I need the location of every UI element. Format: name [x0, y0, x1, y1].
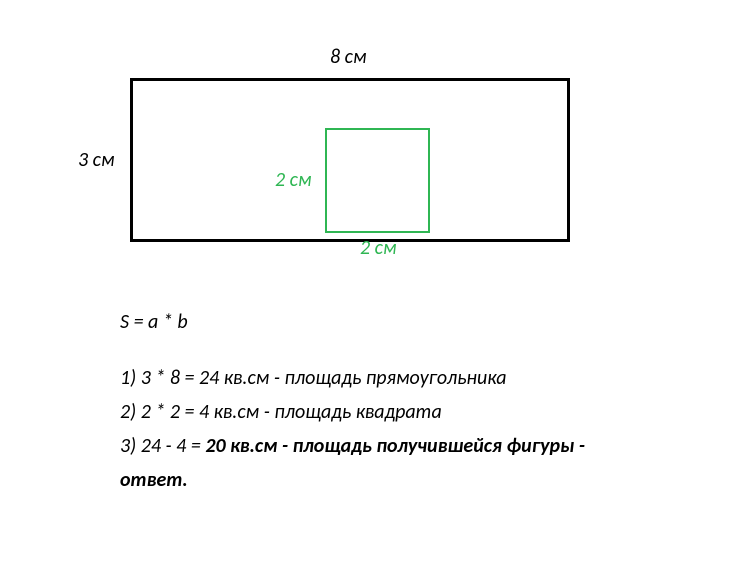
step-3-result: 20 кв.см - площадь получившейся фигуры -: [205, 434, 585, 458]
step-1-num: 1): [120, 366, 136, 390]
step-3-calc: 24 - 4 =: [141, 434, 206, 458]
inner-bottom-dimension: 2 см: [360, 236, 397, 260]
area-formula: S = a * b: [120, 308, 585, 336]
outer-left-dimension: 3 см: [78, 148, 115, 172]
outer-top-dimension: 8 см: [330, 45, 367, 69]
step-3-num: 3): [120, 434, 136, 458]
step-1-calc: 3 * 8 = 24 кв.см - площадь прямоугольник…: [141, 366, 507, 390]
step-2-calc: 2 * 2 = 4 кв.см - площадь квадрата: [141, 400, 442, 424]
answer-line: ответ.: [120, 466, 585, 494]
inner-left-dimension: 2 см: [275, 168, 312, 192]
geometry-diagram: 8 см 3 см 2 см 2 см: [70, 40, 630, 260]
step-2-num: 2): [120, 400, 136, 424]
step-2: 2) 2 * 2 = 4 кв.см - площадь квадрата: [120, 398, 585, 426]
step-3: 3) 24 - 4 = 20 кв.см - площадь получивше…: [120, 432, 585, 460]
step-1: 1) 3 * 8 = 24 кв.см - площадь прямоуголь…: [120, 364, 585, 392]
inner-square: [325, 128, 430, 233]
solution-text: S = a * b 1) 3 * 8 = 24 кв.см - площадь …: [120, 308, 585, 500]
